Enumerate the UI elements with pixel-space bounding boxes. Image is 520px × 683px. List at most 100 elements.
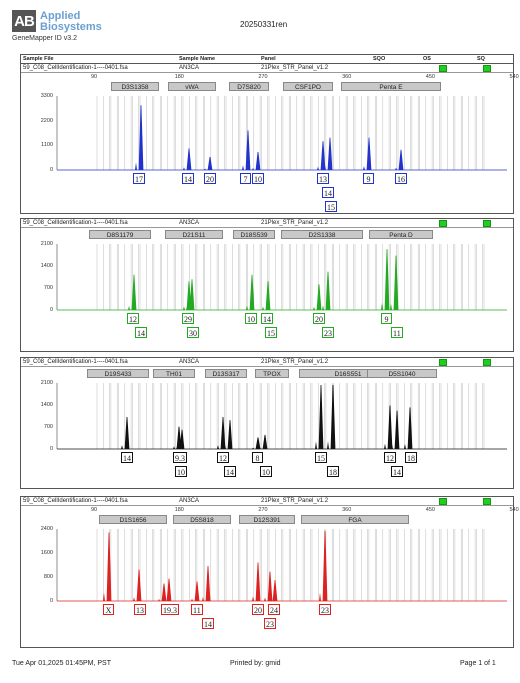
marker-th01[interactable]: TH01 — [153, 369, 195, 378]
allele-label[interactable]: 17 — [133, 173, 145, 184]
allele-peak — [265, 281, 271, 311]
allele-label[interactable]: 30 — [187, 327, 199, 338]
marker-d18s539[interactable]: D18S539 — [233, 230, 275, 239]
scale-label: 180 — [174, 507, 184, 513]
allele-label[interactable]: 9.3 — [173, 452, 187, 463]
allele-label[interactable]: X — [103, 604, 114, 615]
header-os: OS — [423, 56, 431, 62]
allele-label[interactable]: 12 — [217, 452, 229, 463]
header-sample-file: Sample File — [23, 56, 54, 62]
stutter-peak — [262, 306, 264, 310]
allele-label[interactable]: 10 — [252, 173, 264, 184]
sample-sample-name: AN3CA — [179, 220, 200, 226]
sample-panel: 21Plex_STR_Panel_v1.2 — [261, 359, 329, 365]
allele-peak — [267, 571, 273, 602]
stutter-peak — [384, 443, 386, 449]
allele-label[interactable]: 23 — [322, 327, 334, 338]
allele-label[interactable]: 15 — [325, 201, 337, 212]
allele-label[interactable]: 7 — [240, 173, 251, 184]
allele-label[interactable]: 14 — [121, 452, 133, 463]
marker-d1s1656[interactable]: D1S1656 — [99, 515, 167, 524]
allele-label[interactable]: 13 — [134, 604, 146, 615]
stutter-peak — [363, 166, 365, 170]
stutter-peak — [217, 445, 219, 449]
allele-label[interactable]: 14 — [261, 313, 273, 324]
allele-label[interactable]: 14 — [202, 618, 214, 629]
marker-d12s391[interactable]: D12S391 — [239, 515, 295, 524]
allele-label[interactable]: 9 — [381, 313, 392, 324]
allele-peak — [398, 149, 404, 171]
allele-peak — [366, 137, 372, 171]
allele-label[interactable]: 20 — [252, 604, 264, 615]
allele-label[interactable]: 14 — [322, 187, 334, 198]
scale-label: 450 — [425, 507, 435, 513]
applied-biosystems-logo: AB — [12, 10, 36, 32]
panel-1: Sample File Sample Name Panel SQO OS SQ 59_C08… — [20, 54, 519, 214]
allele-label[interactable]: 12 — [384, 452, 396, 463]
stutter-peak — [204, 168, 206, 170]
stutter-peak — [252, 167, 254, 170]
marker-d13s317[interactable]: D13S317 — [205, 369, 247, 378]
allele-label[interactable]: 15 — [315, 452, 327, 463]
marker-tpox[interactable]: TPOX — [255, 369, 289, 378]
allele-label[interactable]: 15 — [265, 327, 277, 338]
allele-label[interactable]: 10 — [175, 466, 187, 477]
marker-d5s818[interactable]: D5S818 — [173, 515, 231, 524]
allele-peak — [320, 141, 326, 171]
allele-label[interactable]: 14 — [182, 173, 194, 184]
allele-label[interactable]: 16 — [395, 173, 407, 184]
allele-label[interactable]: 14 — [391, 466, 403, 477]
stutter-peak — [128, 305, 130, 310]
scale-label: 90 — [91, 74, 98, 80]
marker-d7s820[interactable]: D7S820 — [229, 82, 269, 91]
allele-label[interactable]: 20 — [204, 173, 216, 184]
allele-label[interactable]: 8 — [252, 452, 263, 463]
allele-peak — [186, 148, 192, 171]
allele-label[interactable]: 11 — [191, 604, 203, 615]
allele-label[interactable]: 18 — [405, 452, 417, 463]
allele-label[interactable]: 10 — [245, 313, 257, 324]
allele-label[interactable]: 18 — [327, 466, 339, 477]
stutter-peak — [390, 303, 392, 310]
allele-label[interactable]: 9 — [363, 173, 374, 184]
allele-label[interactable]: 19.3 — [161, 604, 179, 615]
marker-fga[interactable]: FGA — [301, 515, 409, 524]
marker-d3s1358[interactable]: D3S1358 — [111, 82, 159, 91]
allele-label[interactable]: 10 — [260, 466, 272, 477]
sample-sample-name: AN3CA — [179, 498, 200, 504]
marker-vwa[interactable]: vWA — [168, 82, 216, 91]
allele-label[interactable]: 11 — [391, 327, 403, 338]
allele-peak — [407, 407, 413, 450]
header-sq: SQ — [477, 56, 485, 62]
marker-penta-e[interactable]: Penta E — [341, 82, 441, 91]
allele-label[interactable]: 12 — [127, 313, 139, 324]
marker-d8s1179[interactable]: D8S1179 — [89, 230, 151, 239]
allele-label[interactable]: 14 — [135, 327, 147, 338]
marker-d5s1040[interactable]: D5S1040 — [367, 369, 437, 378]
allele-label[interactable]: 14 — [224, 466, 236, 477]
stutter-peak — [242, 165, 244, 170]
scale-label: 540 — [509, 507, 519, 513]
marker-csf1po[interactable]: CSF1PO — [283, 82, 333, 91]
scale-label: 450 — [425, 74, 435, 80]
sample-sample-name: AN3CA — [179, 65, 200, 71]
allele-label[interactable]: 24 — [268, 604, 280, 615]
allele-peak — [393, 255, 399, 311]
marker-d21s11[interactable]: D21S11 — [165, 230, 223, 239]
allele-label[interactable]: 13 — [317, 173, 329, 184]
allele-label[interactable]: 29 — [182, 313, 194, 324]
allele-peak — [176, 426, 182, 450]
allele-label[interactable]: 23 — [319, 604, 331, 615]
y-tick-label: 2100 — [40, 380, 53, 386]
sample-sample-file: 59_C08_CellIdentification-1----0401.fsa — [23, 65, 128, 71]
marker-d2s1338[interactable]: D2S1338 — [281, 230, 363, 239]
marker-d19s433[interactable]: D19S433 — [87, 369, 149, 378]
panel-3: 59_C08_CellIdentification-1----0401.fsa A… — [20, 357, 514, 489]
marker-penta-d[interactable]: Penta D — [369, 230, 433, 239]
allele-label[interactable]: 20 — [313, 313, 325, 324]
stutter-peak — [224, 445, 226, 449]
allele-label[interactable]: 23 — [264, 618, 276, 629]
logo-line1: Applied — [40, 10, 81, 22]
y-tick-label: 1400 — [40, 402, 53, 408]
sample-sample-file: 59_C08_CellIdentification-1----0401.fsa — [23, 220, 128, 226]
